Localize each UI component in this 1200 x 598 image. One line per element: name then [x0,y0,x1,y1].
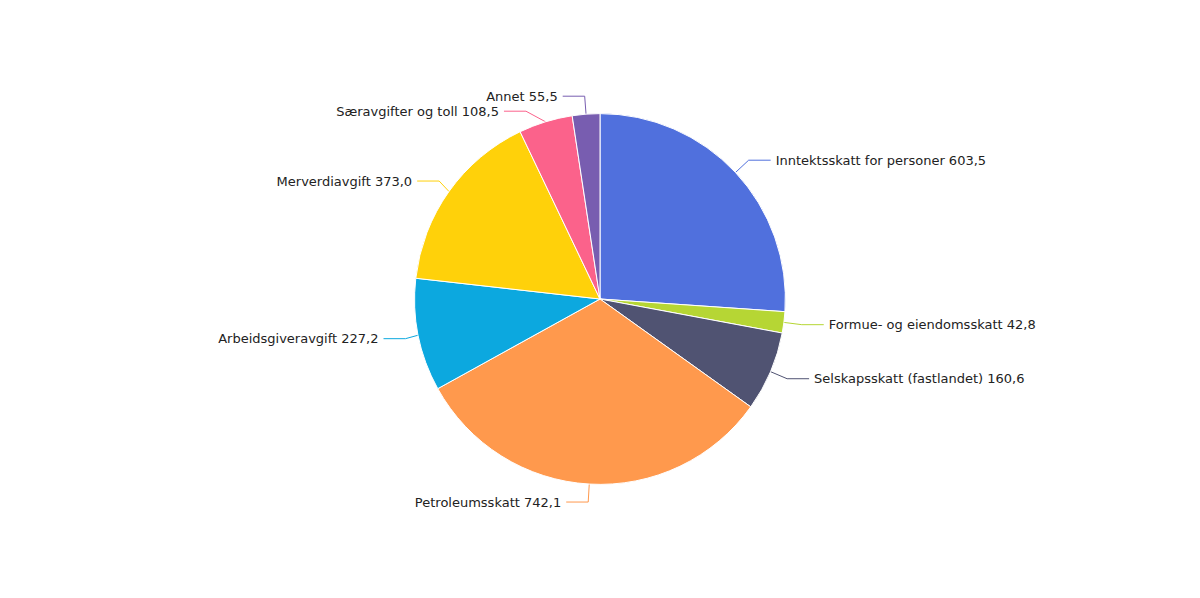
svg-text:Petroleumsskatt 742,1: Petroleumsskatt 742,1 [415,495,561,510]
svg-text:Inntektsskatt for personer 603: Inntektsskatt for personer 603,5 [776,153,986,168]
svg-text:Annet 55,5: Annet 55,5 [486,89,558,104]
svg-text:Særavgifter og toll 108,5: Særavgifter og toll 108,5 [336,104,499,119]
svg-text:Selskapsskatt (fastlandet) 160: Selskapsskatt (fastlandet) 160,6 [814,371,1024,386]
svg-text:Arbeidsgiveravgift 227,2: Arbeidsgiveravgift 227,2 [218,331,378,346]
svg-text:Merverdiavgift 373,0: Merverdiavgift 373,0 [277,174,413,189]
svg-text:Formue- og eiendomsskatt 42,8: Formue- og eiendomsskatt 42,8 [829,317,1036,332]
